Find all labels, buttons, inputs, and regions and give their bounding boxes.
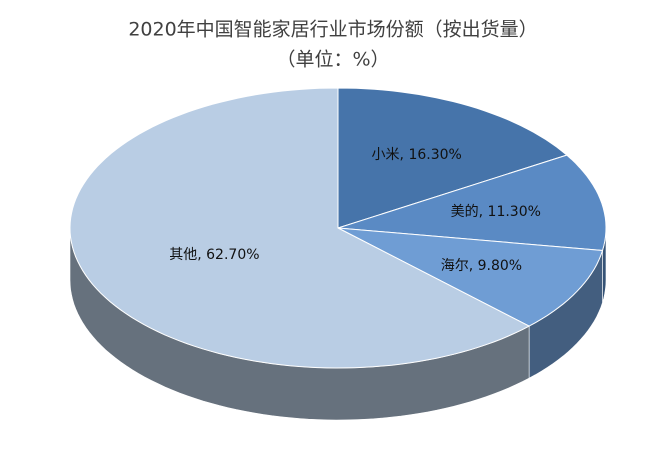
slice: 海尔 [337,227,604,327]
chart-subtitle: （单位：%） [276,49,389,71]
data-label: 其他, 62.70% [169,247,259,263]
slice: 小米 [337,87,568,229]
slice: 其他 [69,87,531,369]
chart-title: 2020年中国智能家居行业市场份额（按出货量） [128,19,537,41]
data-label: 海尔, 9.80% [441,258,522,274]
data-label: 小米, 16.30% [372,147,462,163]
slice: 美的 [337,154,607,252]
data-labels: 小米, 16.30% 美的, 11.30% 海尔, 9.80% 其他, 62.70% [169,147,541,274]
data-label: 美的, 11.30% [451,204,541,220]
pie-tops: 小米美的海尔其他 [69,87,607,369]
